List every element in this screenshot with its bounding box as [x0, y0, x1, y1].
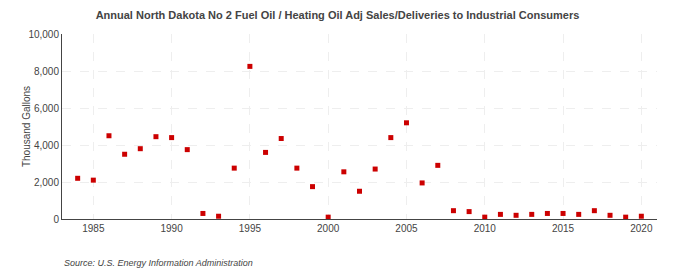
svg-text:10,000: 10,000: [28, 29, 59, 40]
svg-text:8,000: 8,000: [34, 66, 59, 77]
svg-text:Source: U.S. Energy Informatio: Source: U.S. Energy Information Administ…: [64, 258, 253, 268]
svg-text:2010: 2010: [474, 223, 497, 234]
svg-text:2020: 2020: [630, 223, 653, 234]
svg-text:0: 0: [53, 214, 59, 225]
svg-text:1990: 1990: [160, 223, 183, 234]
svg-text:Annual North Dakota No 2 Fuel: Annual North Dakota No 2 Fuel Oil / Heat…: [96, 9, 580, 21]
svg-text:2,000: 2,000: [34, 177, 59, 188]
svg-text:2000: 2000: [317, 223, 340, 234]
svg-text:1985: 1985: [82, 223, 105, 234]
svg-text:4,000: 4,000: [34, 140, 59, 151]
svg-text:1995: 1995: [239, 223, 262, 234]
svg-text:2015: 2015: [552, 223, 575, 234]
svg-text:2005: 2005: [395, 223, 418, 234]
svg-text:Thousand Gallons: Thousand Gallons: [21, 86, 32, 167]
svg-text:6,000: 6,000: [34, 103, 59, 114]
